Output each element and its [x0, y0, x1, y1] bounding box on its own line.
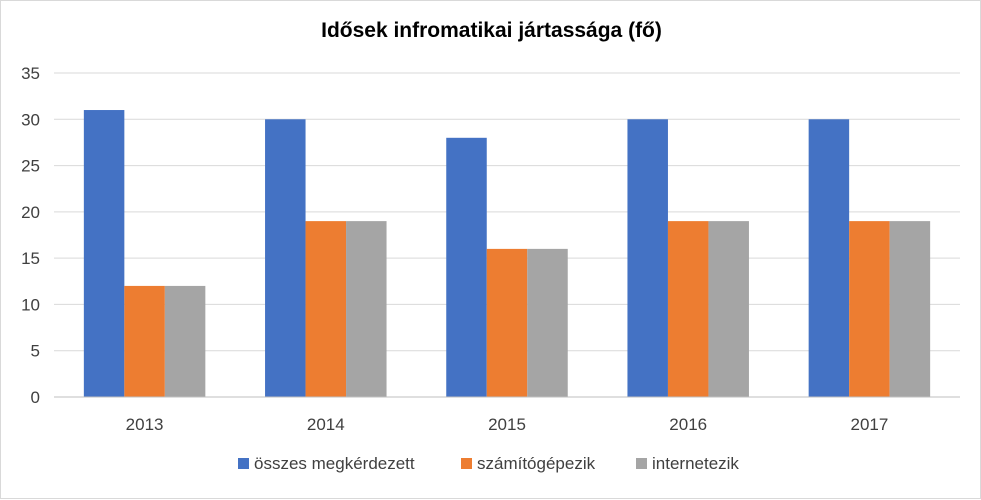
bar-2014-1 [305, 221, 347, 397]
bar-2014-0 [265, 119, 306, 398]
bar-2013-1 [124, 285, 165, 397]
bar-2015-0 [446, 137, 487, 398]
legend-label: számítógépezik [477, 454, 596, 473]
bar-2017-2 [889, 221, 931, 397]
y-tick-label: 25 [21, 157, 40, 176]
bar-2014-2 [346, 221, 387, 397]
y-tick-label: 30 [21, 110, 40, 129]
bar-2016-1 [667, 221, 709, 397]
legend-label: összes megkérdezett [254, 454, 415, 473]
bar-2015-1 [486, 248, 528, 397]
y-tick-label: 15 [21, 249, 40, 268]
x-tick-label: 2013 [126, 415, 164, 434]
bar-2017-1 [849, 221, 890, 397]
bar-2013-2 [164, 285, 206, 397]
y-tick-label: 5 [31, 342, 40, 361]
bar-2017-0 [808, 119, 850, 398]
legend-swatch [636, 458, 647, 469]
x-tick-label: 2015 [488, 415, 526, 434]
bar-2016-0 [627, 119, 668, 398]
bar-2013-0 [83, 110, 125, 398]
chart-title: Idősek infromatikai jártassága (fő) [321, 19, 662, 42]
bar-2016-2 [708, 221, 749, 397]
legend-swatch [461, 458, 472, 469]
y-tick-label: 0 [31, 388, 40, 407]
legend-swatch [238, 458, 249, 469]
y-tick-label: 20 [21, 203, 40, 222]
x-tick-label: 2016 [669, 415, 707, 434]
y-tick-label: 10 [21, 295, 40, 314]
bar-2015-2 [527, 248, 568, 397]
x-tick-label: 2014 [307, 415, 345, 434]
y-tick-label: 35 [21, 64, 40, 83]
legend-label: internetezik [652, 454, 739, 473]
x-tick-label: 2017 [850, 415, 888, 434]
